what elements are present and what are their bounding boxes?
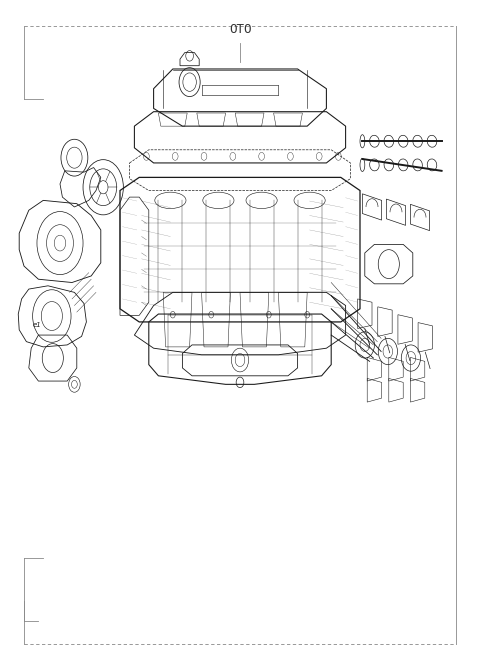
Text: e1: e1 (33, 322, 41, 328)
Text: OTO: OTO (229, 23, 251, 36)
